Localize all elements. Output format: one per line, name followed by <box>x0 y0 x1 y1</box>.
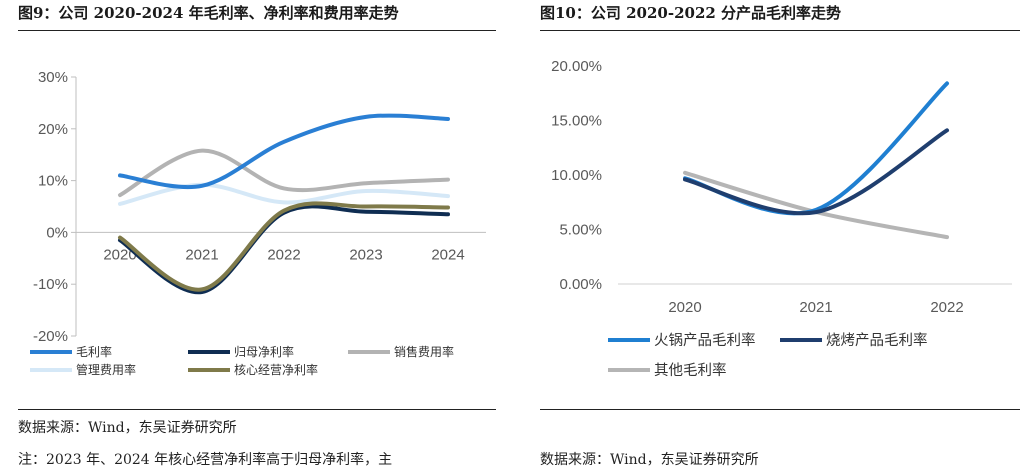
left-y-tick-label: 0% <box>46 224 68 241</box>
right-y-tick-label: 10.00% <box>551 167 602 184</box>
right-source-text: 数据来源：Wind，东吴证券研究所 <box>540 452 759 468</box>
left-bottom-rule <box>18 409 496 410</box>
right-bottom-rule <box>540 409 1020 410</box>
left-chart: 30% 20% 10% 0% -10% -20% 2020 2021 2022 2023 2024 毛… <box>30 69 486 377</box>
left-title-rule <box>18 30 496 31</box>
left-y-tick-label: 20% <box>38 121 68 138</box>
left-x-tick-label: 2021 <box>185 246 218 263</box>
left-x-tick-label: 2020 <box>103 246 136 263</box>
right-series-line-2 <box>683 128 949 216</box>
left-note-text: 注：2023 年、2024 年核心经营净利率高于归母净利率，主 <box>18 452 393 468</box>
left-y-tick-label: 10% <box>38 173 68 190</box>
left-legend-label: 管理费用率 <box>76 362 136 377</box>
left-legend-label: 毛利率 <box>76 344 112 359</box>
left-y-tick-label: -20% <box>33 328 68 345</box>
right-title-rule <box>540 30 1020 31</box>
left-series-line-3 <box>118 148 450 198</box>
right-y-tick-label: 5.00% <box>559 222 602 239</box>
right-legend-label: 其他毛利率 <box>654 362 727 379</box>
left-legend-label: 销售费用率 <box>394 344 454 359</box>
left-legend-label: 核心经营净利率 <box>234 362 318 377</box>
left-y-tick-label: -10% <box>33 276 68 293</box>
right-legend-label: 烧烤产品毛利率 <box>826 332 928 349</box>
left-series-line-5 <box>118 201 450 292</box>
right-y-tick-label: 20.00% <box>551 58 602 75</box>
left-figure-title: 图9：公司 2020-2024 年毛利率、净利率和费用率走势 <box>18 4 399 22</box>
left-figure-panel: 图9：公司 2020-2024 年毛利率、净利率和费用率走势 30% 20% 10%… <box>18 0 496 474</box>
right-legend-label: 火锅产品毛利率 <box>654 332 756 349</box>
right-figure-panel: 图10：公司 2020-2022 分产品毛利率走势 20.00% 15.00% 10… <box>540 0 1020 474</box>
right-series-line-3 <box>683 170 949 240</box>
right-x-tick-label: 2022 <box>930 299 963 316</box>
left-series-line-4 <box>118 182 450 206</box>
right-chart: 20.00% 15.00% 10.00% 5.00% 0.00% 2020 2021 2022… <box>551 58 1012 379</box>
left-x-tick-label: 2024 <box>431 246 464 263</box>
left-x-tick-label: 2023 <box>349 246 382 263</box>
right-x-tick-label: 2020 <box>668 299 701 316</box>
right-x-tick-label: 2021 <box>799 299 832 316</box>
left-series-line-1 <box>118 113 450 190</box>
left-legend-label: 归母净利率 <box>234 344 294 359</box>
right-y-tick-label: 15.00% <box>551 113 602 130</box>
left-y-tick-label: 30% <box>38 69 68 86</box>
right-figure-title: 图10：公司 2020-2022 分产品毛利率走势 <box>540 4 842 22</box>
right-y-tick-label: 0.00% <box>559 276 602 293</box>
left-x-tick-label: 2022 <box>267 246 300 263</box>
left-source-text: 数据来源：Wind，东吴证券研究所 <box>18 420 237 436</box>
